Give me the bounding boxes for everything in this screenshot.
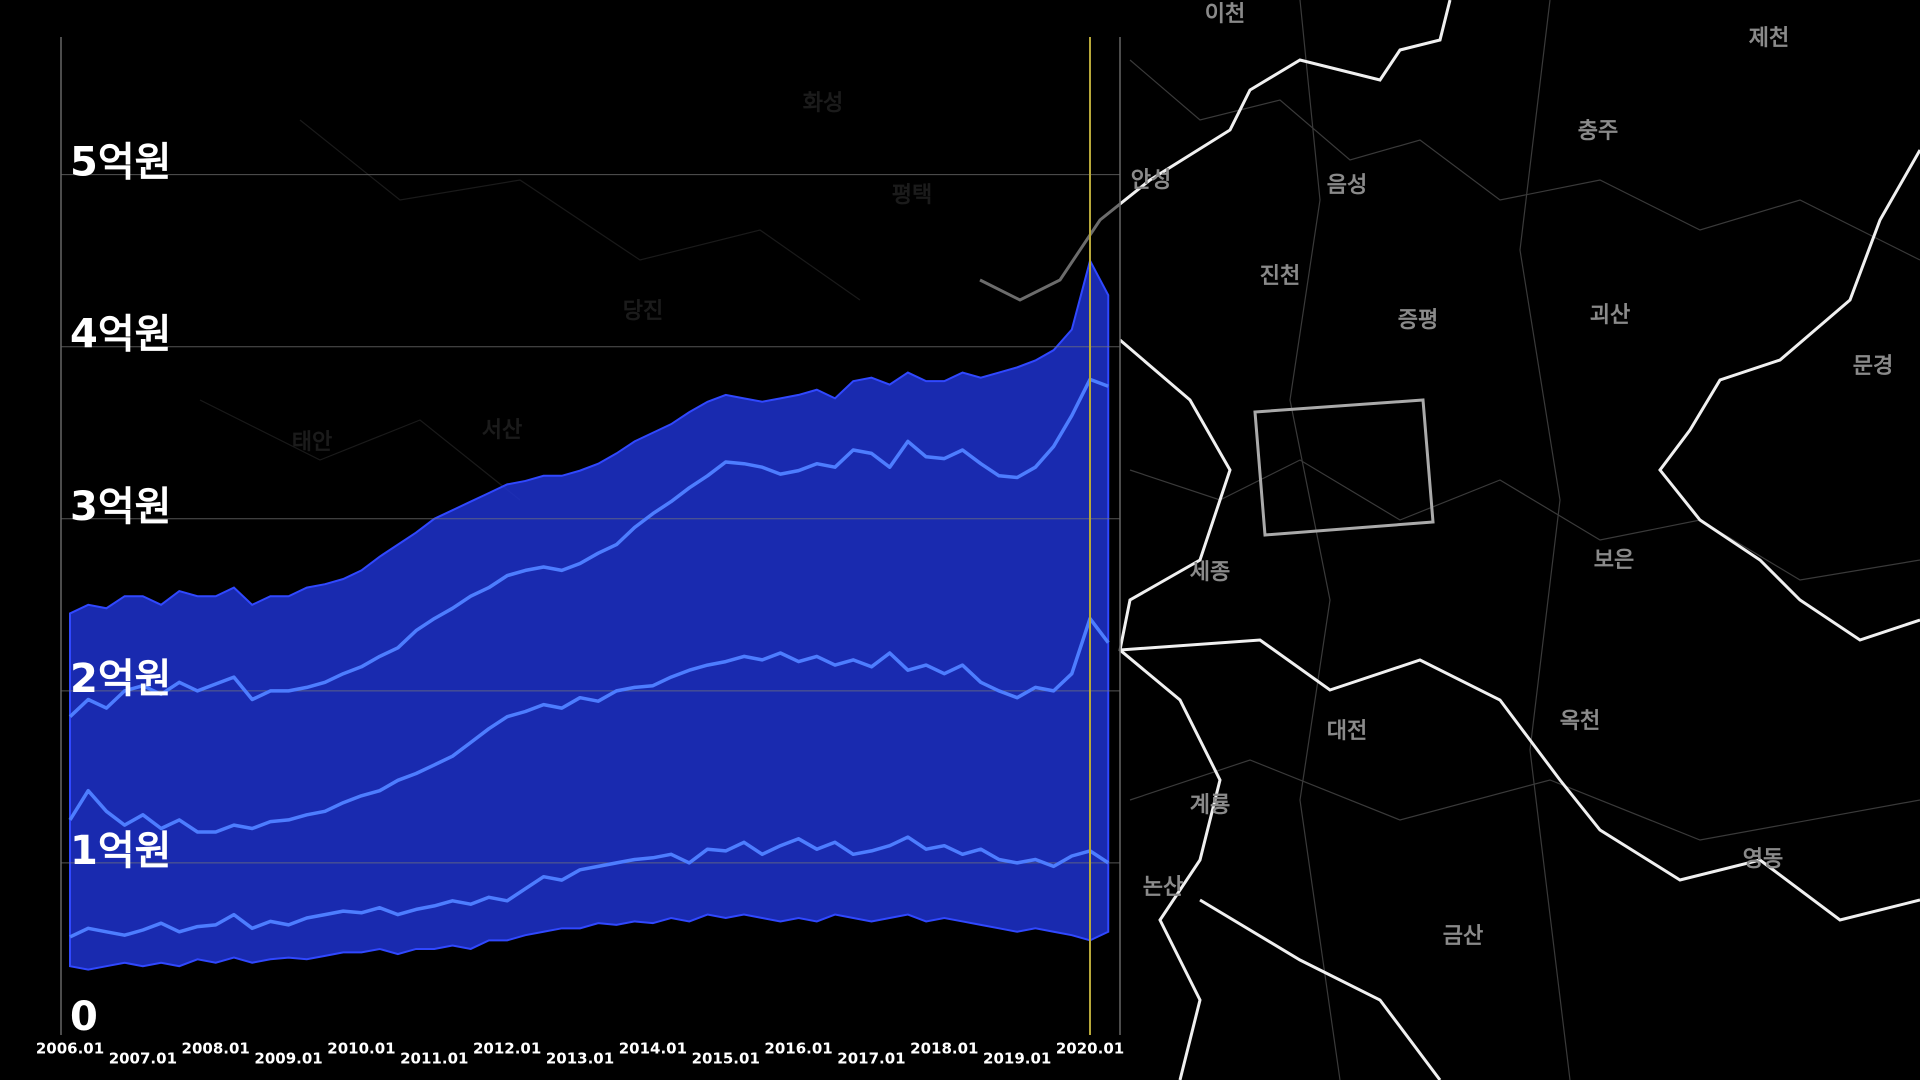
x-tick-label: 2015.01 (692, 1050, 760, 1068)
map-border (1519, 0, 1571, 1080)
province-border (1119, 638, 1920, 922)
y-tick-label: 3억원 (70, 484, 171, 530)
scatter-cloud (69, 257, 1110, 971)
map-label: 보은 (1594, 548, 1634, 573)
x-tick-label: 2008.01 (182, 1040, 250, 1058)
y-tick-label: 4억원 (70, 312, 171, 358)
x-tick-label: 2016.01 (764, 1040, 832, 1058)
map-label: 제천 (1749, 26, 1789, 51)
map-label: 논산 (1143, 875, 1183, 900)
map-label: 문경 (1853, 354, 1893, 379)
map-border (1129, 759, 1920, 841)
map-label: 영동 (1743, 847, 1783, 872)
x-tick-label: 2018.01 (910, 1040, 978, 1058)
y-tick-label: 2억원 (70, 656, 171, 702)
province-border (1199, 898, 1442, 1080)
x-tick-label: 2013.01 (546, 1050, 614, 1068)
plot (61, 174, 1120, 971)
y-tick-label: 1억원 (70, 828, 171, 874)
province-border (1118, 338, 1232, 1080)
x-tick-label: 2020.01 (1056, 1040, 1124, 1058)
trend-line (68, 377, 1109, 718)
map-label: 금산 (1443, 924, 1483, 949)
x-tick-label: 2019.01 (983, 1050, 1051, 1068)
x-tick-label: 2017.01 (837, 1050, 905, 1068)
x-tick-label: 2006.01 (36, 1040, 104, 1058)
map-label: 괴산 (1590, 303, 1630, 328)
map-label: 옥천 (1560, 709, 1600, 734)
map-label: 충주 (1578, 119, 1618, 144)
x-tick-label: 2009.01 (254, 1050, 322, 1068)
province-border (1658, 149, 1920, 642)
trend-line (68, 616, 1110, 834)
map-border (1129, 459, 1920, 581)
x-tick-label: 2012.01 (473, 1040, 541, 1058)
map-label: 음성 (1327, 173, 1367, 198)
map-label: 진천 (1260, 264, 1300, 289)
y-tick-label: 5억원 (70, 140, 171, 186)
y-tick-label: 0 (70, 994, 98, 1040)
focus-box (1253, 398, 1435, 537)
trend-line (69, 835, 1110, 939)
x-tick-label: 2014.01 (619, 1040, 687, 1058)
map-border (1289, 0, 1341, 1080)
map-label: 세종 (1190, 560, 1230, 585)
map-province-borders (979, 0, 1920, 1080)
x-tick-label: 2011.01 (400, 1050, 468, 1068)
map-label: 안성 (1131, 168, 1171, 193)
x-tick-label: 2010.01 (327, 1040, 395, 1058)
map-label: 대전 (1327, 719, 1367, 744)
map-label: 이천 (1205, 2, 1245, 27)
x-tick-label: 2007.01 (109, 1050, 177, 1068)
map-label: 계룡 (1190, 793, 1230, 818)
map-label: 증평 (1398, 308, 1438, 333)
